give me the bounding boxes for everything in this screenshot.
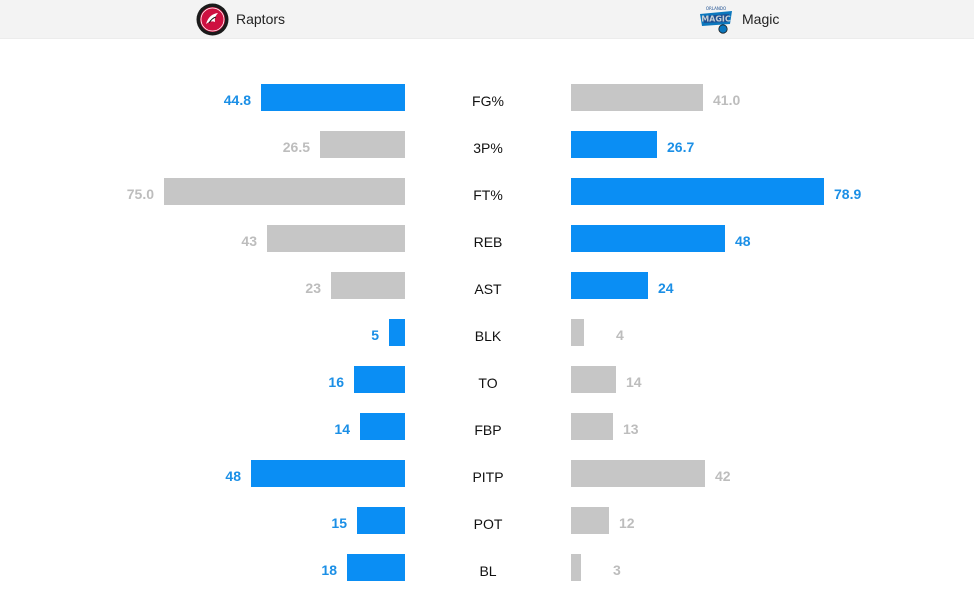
- svg-text:MAGIC: MAGIC: [701, 15, 731, 24]
- left-bar: [331, 272, 405, 299]
- right-bar: [571, 507, 609, 534]
- left-bar: [347, 554, 405, 581]
- left-bar: [251, 460, 405, 487]
- right-value-label: 12: [619, 515, 635, 531]
- left-bar: [261, 84, 405, 111]
- category-label: POT: [473, 516, 503, 532]
- left-value-label: 18: [321, 562, 337, 578]
- svg-text:ORLANDO: ORLANDO: [706, 6, 726, 11]
- left-bar: [357, 507, 405, 534]
- category-label: FT%: [473, 187, 503, 203]
- right-value-label: 3: [613, 562, 621, 578]
- magic-logo-icon: MAGIC ORLANDO: [700, 6, 732, 34]
- right-bar: [571, 178, 824, 205]
- left-value-label: 16: [328, 374, 344, 390]
- right-value-label: 26.7: [667, 139, 695, 155]
- right-value-label: 4: [616, 327, 624, 343]
- right-bar: [571, 413, 613, 440]
- category-label: FBP: [474, 422, 502, 438]
- left-bar: [354, 366, 405, 393]
- right-value-label: 13: [623, 421, 639, 437]
- left-value-label: 44.8: [223, 92, 251, 108]
- category-label: REB: [473, 234, 503, 250]
- right-bar: [571, 319, 584, 346]
- right-bar: [571, 272, 648, 299]
- right-bar: [571, 225, 725, 252]
- left-value-label: 23: [305, 280, 321, 296]
- right-bar: [571, 460, 705, 487]
- left-bar: [360, 413, 405, 440]
- right-bar: [571, 131, 657, 158]
- left-bar: [320, 131, 405, 158]
- right-team-name: Magic: [742, 11, 780, 27]
- left-value-label: 5: [371, 327, 379, 343]
- right-value-label: 14: [626, 374, 642, 390]
- category-label: 3P%: [473, 140, 503, 156]
- right-bar: [571, 554, 581, 581]
- right-value-label: 41.0: [713, 92, 741, 108]
- category-label: TO: [478, 375, 498, 391]
- category-label: BL: [479, 563, 497, 579]
- right-value-label: 42: [715, 468, 731, 484]
- category-label: AST: [474, 281, 502, 297]
- left-value-label: 14: [334, 421, 350, 437]
- left-bar: [389, 319, 405, 346]
- left-value-label: 43: [241, 233, 257, 249]
- raptors-logo-icon: [196, 3, 229, 35]
- category-label: FG%: [472, 93, 504, 109]
- left-bar: [267, 225, 405, 252]
- left-team-name: Raptors: [236, 11, 286, 27]
- right-bar: [571, 84, 703, 111]
- team-raptors[interactable]: Raptors: [196, 0, 285, 38]
- left-value-label: 48: [225, 468, 241, 484]
- right-value-label: 48: [735, 233, 751, 249]
- left-value-label: 26.5: [282, 139, 310, 155]
- left-bar: [164, 178, 405, 205]
- team-header: Raptors MAGIC ORLANDO Magic: [0, 0, 974, 39]
- right-value-label: 78.9: [834, 186, 862, 202]
- team-magic[interactable]: MAGIC ORLANDO Magic: [697, 0, 779, 38]
- left-value-label: 15: [331, 515, 347, 531]
- left-value-label: 75.0: [126, 186, 154, 202]
- right-bar: [571, 366, 616, 393]
- right-value-label: 24: [658, 280, 674, 296]
- category-label: BLK: [474, 328, 502, 344]
- category-label: PITP: [472, 469, 504, 485]
